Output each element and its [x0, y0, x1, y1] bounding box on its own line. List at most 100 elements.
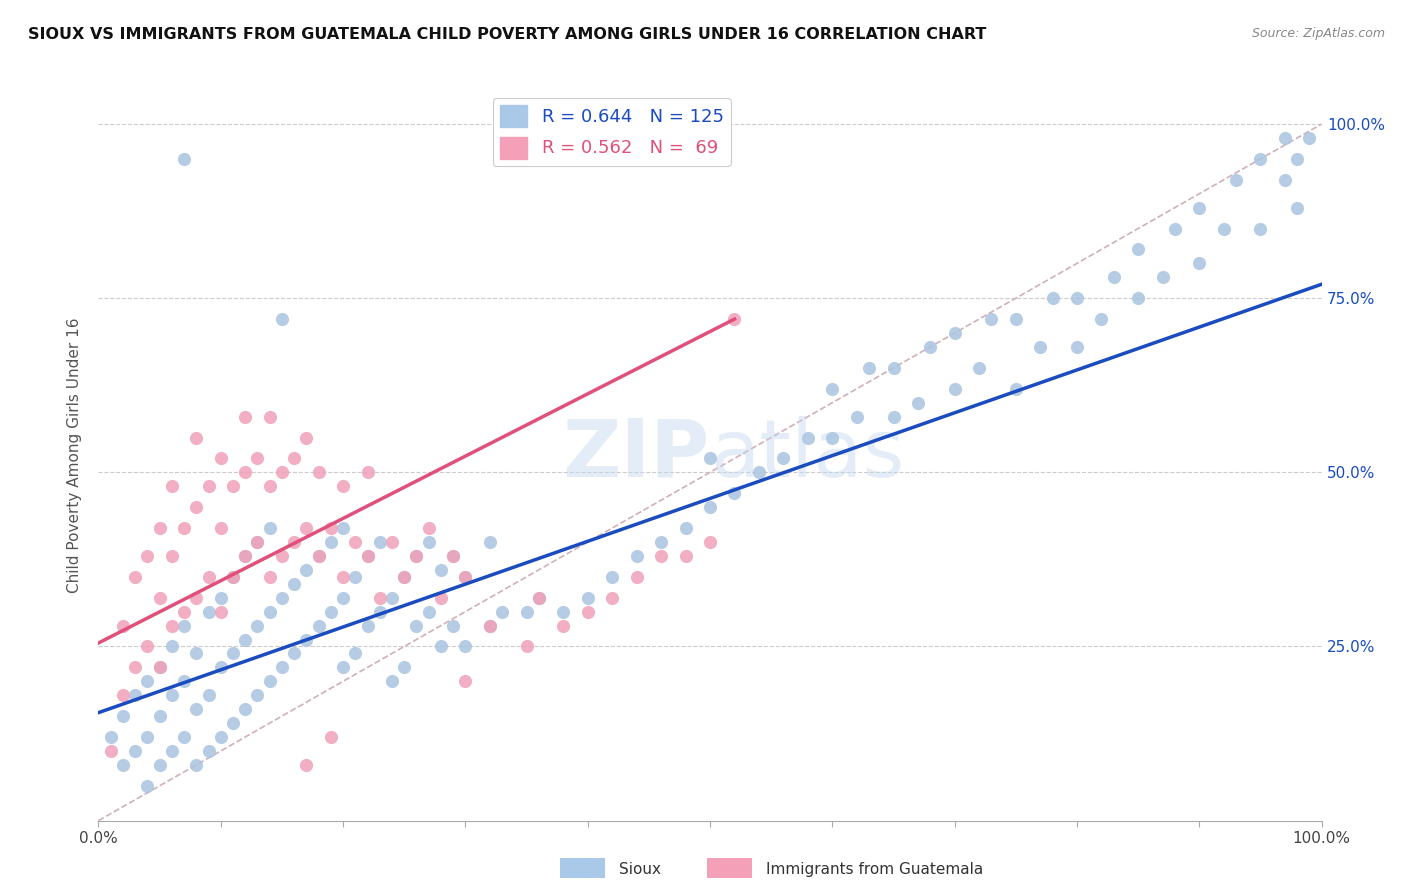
- Point: [392, 570, 416, 584]
- Point: [381, 674, 404, 689]
- Point: [173, 730, 195, 744]
- Point: [675, 549, 697, 563]
- Point: [149, 758, 172, 772]
- Point: [344, 535, 367, 549]
- Point: [246, 688, 269, 702]
- Point: [197, 688, 219, 702]
- Point: [1152, 270, 1174, 285]
- Point: [381, 591, 404, 605]
- Point: [356, 549, 378, 563]
- Point: [405, 549, 427, 563]
- Point: [1212, 221, 1234, 235]
- Point: [1042, 291, 1064, 305]
- Point: [883, 409, 905, 424]
- Text: ZIP: ZIP: [562, 416, 710, 494]
- Point: [259, 605, 281, 619]
- Point: [111, 618, 134, 632]
- FancyBboxPatch shape: [707, 858, 752, 878]
- Point: [308, 618, 330, 632]
- Point: [186, 647, 208, 661]
- Point: [1249, 152, 1271, 166]
- Point: [723, 312, 745, 326]
- Point: [1188, 201, 1211, 215]
- Point: [222, 570, 245, 584]
- Point: [270, 660, 294, 674]
- Point: [124, 660, 146, 674]
- Point: [222, 716, 245, 731]
- Point: [319, 605, 342, 619]
- Point: [699, 500, 721, 515]
- Point: [233, 549, 256, 563]
- Point: [1128, 291, 1150, 305]
- Point: [308, 466, 330, 480]
- Point: [136, 779, 159, 793]
- Point: [907, 395, 929, 409]
- Point: [308, 549, 330, 563]
- Point: [209, 521, 232, 535]
- Point: [209, 660, 232, 674]
- Point: [576, 591, 599, 605]
- Point: [233, 632, 256, 647]
- Point: [100, 730, 122, 744]
- Point: [173, 674, 195, 689]
- Legend: R = 0.644   N = 125, R = 0.562   N =  69: R = 0.644 N = 125, R = 0.562 N = 69: [492, 98, 731, 166]
- Point: [478, 535, 501, 549]
- Point: [222, 479, 245, 493]
- Point: [160, 688, 183, 702]
- Point: [441, 549, 464, 563]
- Point: [197, 479, 219, 493]
- Point: [515, 605, 537, 619]
- Point: [1164, 221, 1187, 235]
- Point: [454, 570, 477, 584]
- Point: [454, 640, 477, 654]
- Point: [149, 660, 172, 674]
- Point: [160, 744, 183, 758]
- Point: [405, 549, 427, 563]
- Point: [186, 430, 208, 444]
- Point: [270, 312, 294, 326]
- Point: [845, 409, 868, 424]
- Point: [600, 570, 623, 584]
- Point: [576, 605, 599, 619]
- Point: [246, 535, 269, 549]
- Point: [149, 591, 172, 605]
- FancyBboxPatch shape: [560, 858, 605, 878]
- Point: [209, 451, 232, 466]
- Point: [233, 549, 256, 563]
- Point: [418, 535, 440, 549]
- Point: [1004, 382, 1026, 396]
- Point: [111, 688, 134, 702]
- Point: [283, 647, 305, 661]
- Point: [295, 521, 318, 535]
- Point: [332, 521, 354, 535]
- Point: [430, 591, 453, 605]
- Point: [173, 521, 195, 535]
- Point: [1090, 312, 1112, 326]
- Point: [368, 605, 391, 619]
- Point: [1286, 152, 1309, 166]
- Point: [430, 640, 453, 654]
- Point: [650, 549, 672, 563]
- Point: [209, 605, 232, 619]
- Point: [356, 618, 378, 632]
- Point: [821, 382, 844, 396]
- Point: [527, 591, 550, 605]
- Point: [319, 730, 342, 744]
- Point: [259, 521, 281, 535]
- Point: [1004, 312, 1026, 326]
- Point: [699, 535, 721, 549]
- Point: [356, 549, 378, 563]
- Point: [160, 479, 183, 493]
- Point: [295, 632, 318, 647]
- Point: [883, 360, 905, 375]
- Point: [197, 570, 219, 584]
- Point: [381, 535, 404, 549]
- Y-axis label: Child Poverty Among Girls Under 16: Child Poverty Among Girls Under 16: [67, 318, 83, 592]
- Point: [186, 702, 208, 716]
- Point: [259, 674, 281, 689]
- Point: [1286, 201, 1309, 215]
- Point: [920, 340, 942, 354]
- Point: [233, 409, 256, 424]
- Point: [295, 563, 318, 577]
- Point: [454, 674, 477, 689]
